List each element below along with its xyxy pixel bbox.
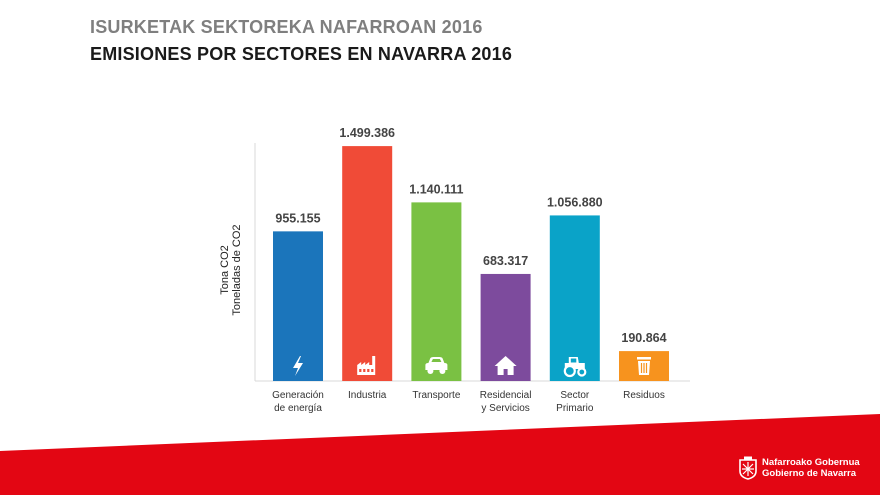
category-label: Residuos (623, 390, 665, 401)
category-label-line: Residencial (480, 390, 532, 401)
category-label-line: Residuos (623, 390, 665, 401)
bar (411, 202, 462, 381)
chart-title-basque: ISURKETAK SEKTOREKA NAFARROAN 2016 (90, 17, 483, 37)
lightning-icon (293, 356, 303, 376)
trash-icon (637, 357, 651, 375)
car-icon (425, 357, 448, 374)
category-label: Residencial y Servicios (480, 390, 532, 414)
category-label: Sector Primario (556, 390, 594, 414)
government-brand: Nafarroako Gobernua Gobierno de Navarra (738, 454, 873, 484)
brand-line-spanish: Gobierno de Navarra (762, 468, 856, 479)
bar-value-label: 190.864 (621, 331, 666, 345)
category-label-line: Industria (348, 390, 387, 401)
brand-text: Nafarroako Gobernua Gobierno de Navarra (762, 457, 860, 479)
bar (342, 146, 393, 381)
category-label: Industria (348, 390, 387, 401)
bar (549, 215, 600, 381)
factory-icon (357, 356, 376, 375)
category-label-line: Generación (272, 390, 324, 401)
bar-value-label: 683.317 (483, 254, 528, 268)
chart-title-spanish: EMISIONES POR SECTORES EN NAVARRA 2016 (90, 44, 513, 64)
bar-value-label: 955.155 (275, 211, 320, 225)
category-label: Generación de energía (272, 390, 324, 414)
category-label-line: Sector (560, 390, 590, 401)
bar-value-label: 1.056.880 (547, 195, 603, 209)
navarra-emblem-icon (739, 456, 757, 480)
bar-value-label: 1.140.111 (409, 182, 463, 196)
category-label: Transporte (412, 390, 460, 401)
brand-line-basque: Nafarroako Gobernua (762, 457, 860, 468)
category-label-line: de energía (274, 403, 322, 414)
bar (273, 231, 323, 381)
tractor-icon (563, 357, 587, 378)
category-label-line: Transporte (412, 390, 460, 401)
category-label-line: Primario (556, 403, 594, 414)
category-label-line: y Servicios (481, 403, 529, 414)
bar-value-label: 1.499.386 (339, 126, 395, 140)
house-icon (494, 356, 517, 375)
